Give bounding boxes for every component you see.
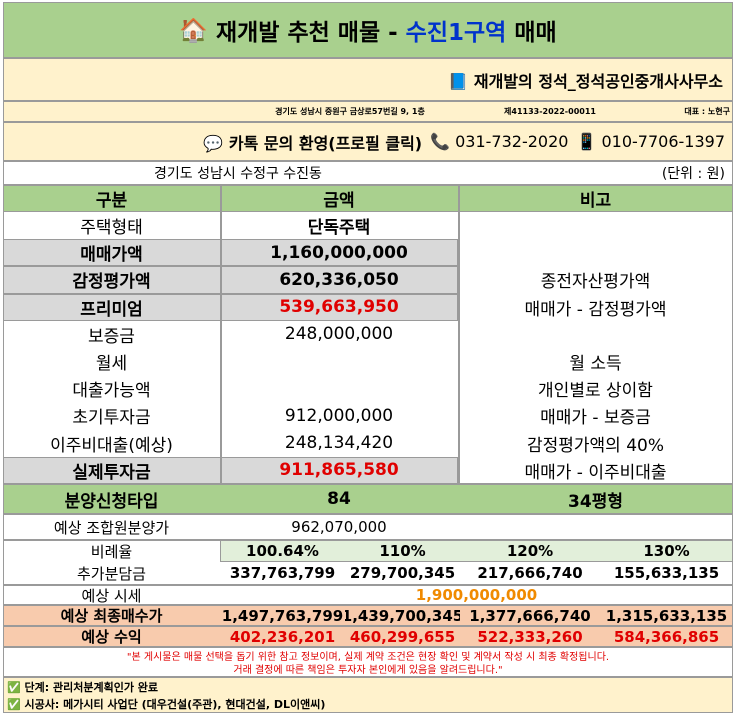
location-bar [3, 161, 733, 185]
column-header: 비고 [579, 191, 612, 211]
row-label: 주택형태 [80, 218, 143, 239]
notice-box [3, 647, 733, 677]
remark: 월 소득 [569, 354, 622, 375]
column-header: 금액 [323, 191, 355, 211]
row-label: 매매가액 [80, 245, 143, 266]
remark: 종전자산평가액 [540, 272, 651, 293]
remark: 매매가 - 보증금 [540, 408, 651, 429]
row-highlight [3, 239, 458, 267]
scenario-value: 130% [643, 542, 690, 560]
agency-address: 경기도 성남시 중원구 금상로57번길 9, 1층 [275, 107, 425, 116]
row-label: 비례율 [90, 542, 133, 561]
divider [458, 212, 460, 484]
amount: 단독주택 [307, 218, 371, 239]
amount: 911,865,580 [279, 460, 399, 481]
type-cell: 분양신청타입 [64, 491, 159, 512]
contact-item: 📞 031-732-2020 [430, 132, 569, 151]
scenario-value: 110% [379, 542, 426, 560]
row-label: 예상 수익 [81, 628, 142, 646]
contact-item: 📱 010-7706-1397 [576, 132, 725, 151]
agency-registration: 제41133-2022-00011 [504, 107, 596, 116]
row-label: 프리미엄 [80, 299, 143, 320]
amount: 1,160,000,000 [270, 242, 408, 263]
remark: 매매가 - 이주비대출 [524, 462, 667, 483]
row-label: 월세 [95, 354, 128, 375]
title: 🏠 재개발 추천 매물 - 수진1구역 매매 [3, 2, 733, 58]
title-part: 🏠 [179, 17, 208, 44]
footer-line: ✅ 시공사: 메가시티 사업단 (대우건설(주관), 현대건설, DL이앤씨) [7, 697, 326, 711]
location: 경기도 성남시 수정구 수진동 [154, 166, 322, 182]
scenario-value: 279,700,345 [349, 564, 456, 582]
amount: 539,663,950 [279, 297, 399, 318]
notice: "본 게시물은 매물 선택을 돕기 위한 참고 정보이며, 실제 계약 조건은 … [126, 651, 610, 663]
contact-bar [3, 122, 733, 161]
row-label: 예상 시세 [81, 586, 142, 605]
final-value: 1,315,633,135 [605, 606, 728, 625]
scenario-value: 337,763,799 [229, 564, 336, 582]
divider [220, 212, 222, 484]
final-value: 1,497,763,799 [221, 606, 344, 625]
title-part: 수진1구역 [405, 20, 507, 46]
amount: 248,000,000 [284, 324, 394, 345]
final-row [3, 626, 733, 647]
unit: (단위 : 원) [661, 166, 725, 182]
remark: 개인별로 상이함 [538, 381, 653, 402]
agency-info-bar [3, 101, 733, 122]
agency-representative: 대표 : 노현구 [684, 107, 730, 116]
amount: 962,070,000 [291, 518, 387, 536]
amount: 912,000,000 [284, 405, 394, 426]
footer [3, 677, 733, 713]
title-part: 매매 [506, 20, 557, 46]
scenario-value: 155,633,135 [613, 564, 720, 582]
row-label: 예상 최종매수가 [60, 607, 163, 625]
row-highlight [3, 456, 458, 484]
row-label: 추가분담금 [76, 564, 146, 583]
footer-line: ✅ 단계: 관리처분계획인가 완료 [7, 680, 159, 694]
member-price-row [3, 514, 733, 540]
final-value: 460,299,655 [349, 627, 456, 646]
row-label: 실제투자금 [72, 462, 151, 483]
scenario-value: 217,666,740 [477, 564, 583, 582]
final-value: 522,333,260 [477, 627, 583, 646]
final-value: 402,236,201 [229, 627, 336, 646]
amount: 248,134,420 [284, 433, 394, 454]
scenario-value: 100.64% [246, 542, 319, 560]
row-label: 예상 조합원분양가 [53, 518, 170, 537]
agency-bar [3, 58, 733, 101]
row-label: 감정평가액 [72, 272, 151, 293]
market-row [3, 585, 733, 605]
row-label: 이주비대출(예상) [50, 435, 173, 456]
title-bar [3, 2, 733, 58]
final-value: 1,439,700,345 [345, 606, 460, 625]
row-highlight [3, 266, 458, 294]
type-row [3, 484, 733, 514]
row-label: 보증금 [88, 326, 135, 347]
contact: 💬 카톡 문의 환영(프로필 클릭) 📞 031-732-2020 📱 010-77… [3, 122, 725, 161]
market-price: 1,900,000,000 [415, 586, 538, 604]
contact-item: 💬 카톡 문의 환영(프로필 클릭) [203, 133, 423, 153]
column-header: 구분 [95, 191, 128, 211]
remark: 매매가 - 감정평가액 [524, 299, 667, 320]
final-value: 1,377,666,740 [469, 606, 591, 625]
title-part: 재개발 추천 매물 - [215, 20, 406, 46]
remark: 감정평가액의 40% [526, 435, 665, 456]
row-label: 대출가능액 [72, 381, 151, 402]
row-highlight [3, 293, 458, 321]
agency-name: 📘 재개발의 정석_정석공인중개사사무소 [448, 71, 723, 91]
final-value: 584,366,865 [613, 627, 720, 646]
final-row [3, 605, 733, 626]
amount: 620,336,050 [279, 269, 399, 290]
type-cell: 84 [327, 489, 351, 509]
ratio-highlight [220, 540, 733, 562]
notice: 거래 결정에 따른 책임은 투자자 본인에게 있음을 알려드립니다." [233, 664, 503, 676]
table-frame [3, 185, 733, 484]
row-label: 초기투자금 [72, 408, 151, 429]
type-cell: 34평형 [568, 491, 623, 512]
scenario-value: 120% [506, 542, 554, 560]
